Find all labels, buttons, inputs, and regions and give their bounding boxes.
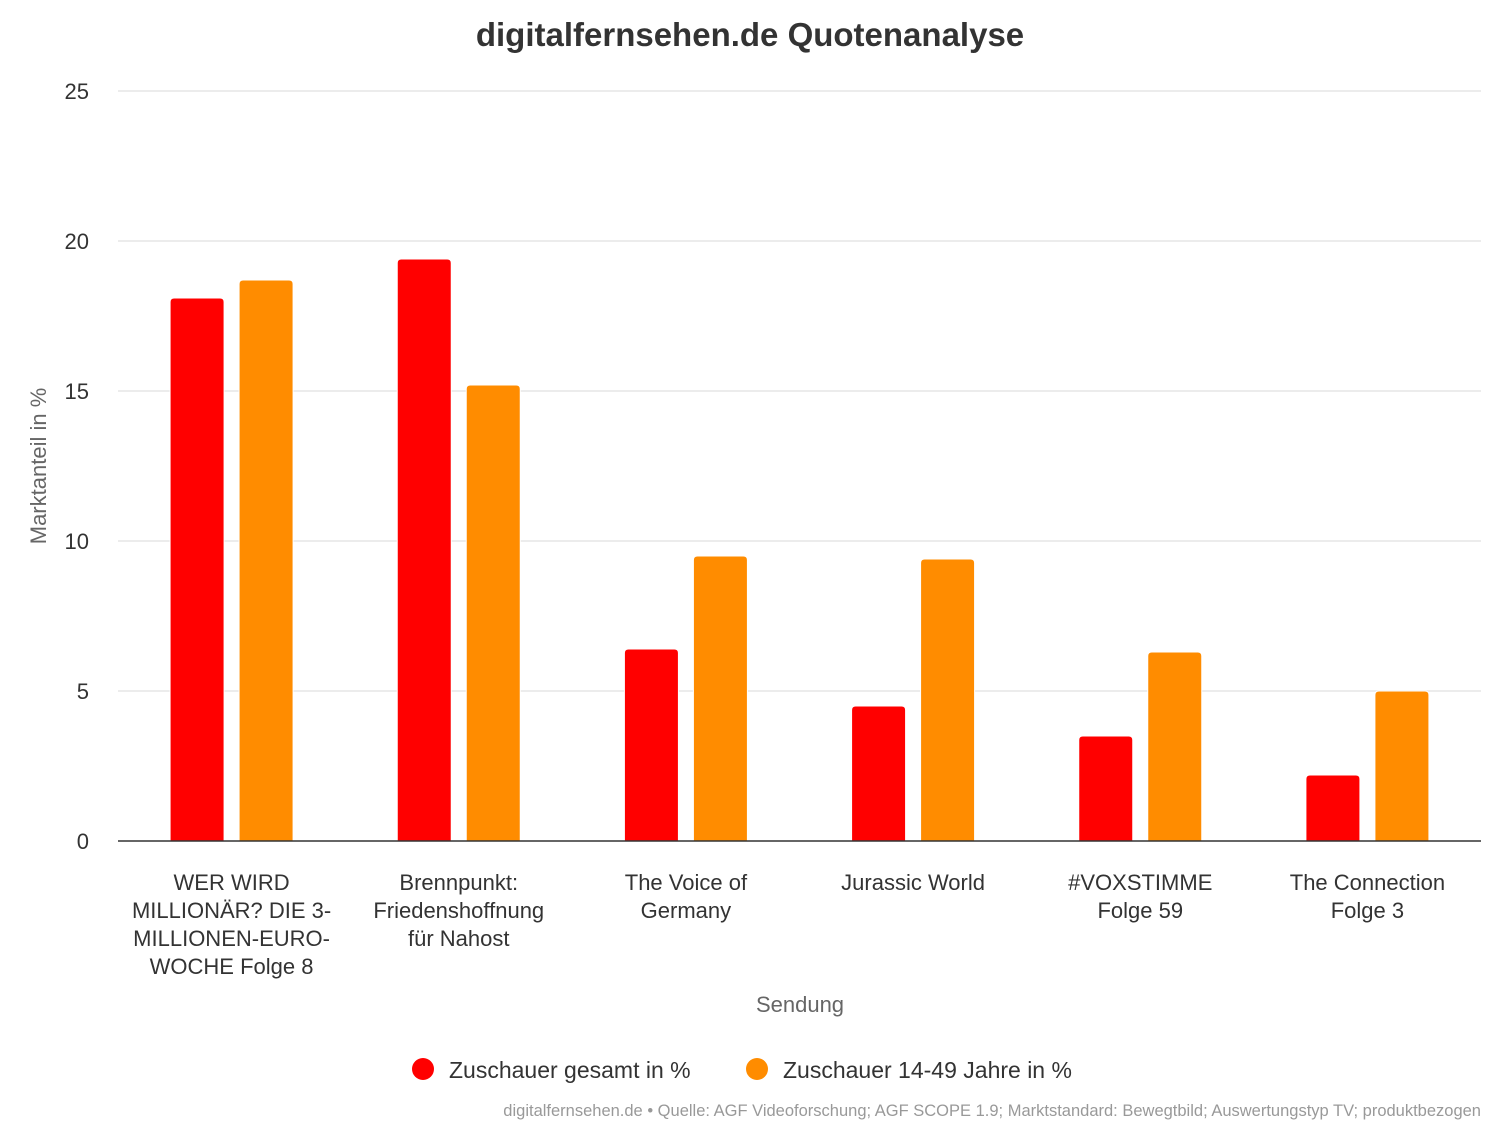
x-category-line: MILLIONÄR? DIE 3- [132, 898, 331, 923]
x-category-line: WER WIRD [174, 870, 290, 895]
y-tick-label: 20 [65, 229, 89, 254]
x-category-line: WOCHE Folge 8 [150, 954, 314, 979]
x-category-line: Folge 3 [1331, 898, 1404, 923]
legend-marker-icon [746, 1058, 768, 1080]
bar-gesamt-5[interactable] [1305, 774, 1361, 842]
x-category-line: The Voice of [625, 870, 748, 895]
x-category-line: Jurassic World [841, 870, 985, 895]
x-category-label: The Voice of Germany [625, 870, 748, 923]
bar-14-49-5[interactable] [1374, 690, 1430, 842]
y-tick-label: 25 [65, 79, 89, 104]
x-category-line: The Connection [1290, 870, 1445, 895]
y-axis-ticks: 0 5 10 15 20 25 [65, 79, 89, 854]
x-category-line: Brennpunkt: [399, 870, 518, 895]
bar-gesamt-4[interactable] [1078, 735, 1134, 842]
x-category-label: Jurassic World [841, 870, 985, 895]
legend[interactable]: Zuschauer gesamt in % Zuschauer 14-49 Jah… [412, 1057, 1072, 1083]
bars [169, 258, 1430, 842]
bar-gesamt-1[interactable] [396, 258, 452, 842]
x-axis-title: Sendung [756, 992, 844, 1017]
bar-14-49-1[interactable] [465, 384, 521, 842]
gridlines [118, 90, 1481, 692]
bar-14-49-2[interactable] [692, 555, 748, 842]
legend-item-0[interactable]: Zuschauer gesamt in % [412, 1057, 691, 1083]
x-category-line: Friedenshoffnung [373, 898, 544, 923]
y-tick-label: 0 [77, 829, 89, 854]
bar-gesamt-2[interactable] [623, 648, 679, 842]
bar-gesamt-0[interactable] [169, 297, 225, 842]
x-category-line: Folge 59 [1097, 898, 1183, 923]
legend-label: Zuschauer gesamt in % [449, 1057, 691, 1083]
y-tick-label: 5 [77, 679, 89, 704]
bar-14-49-0[interactable] [238, 279, 294, 842]
legend-marker-icon [412, 1058, 434, 1080]
x-axis-categories: WER WIRD MILLIONÄR? DIE 3- MILLIONEN-EURO-… [132, 870, 1445, 979]
x-category-label: #VOXSTIMME Folge 59 [1068, 870, 1212, 923]
bar-gesamt-3[interactable] [851, 705, 907, 842]
x-category-label: The Connection Folge 3 [1290, 870, 1445, 923]
legend-label: Zuschauer 14-49 Jahre in % [783, 1057, 1072, 1083]
y-axis-title: Marktanteil in % [26, 388, 51, 545]
y-tick-label: 15 [65, 379, 89, 404]
bar-14-49-4[interactable] [1147, 651, 1203, 842]
x-category-line: MILLIONEN-EURO- [133, 926, 330, 951]
x-category-label: Brennpunkt: Friedenshoffnung für Nahost [373, 870, 544, 951]
x-category-line: für Nahost [408, 926, 510, 951]
bar-14-49-3[interactable] [920, 558, 976, 842]
chart-title: digitalfernsehen.de Quotenanalyse [476, 16, 1024, 53]
legend-item-1[interactable]: Zuschauer 14-49 Jahre in % [746, 1057, 1072, 1083]
y-tick-label: 10 [65, 529, 89, 554]
x-category-label: WER WIRD MILLIONÄR? DIE 3- MILLIONEN-EURO-… [132, 870, 331, 979]
x-category-line: Germany [641, 898, 731, 923]
credits[interactable]: digitalfernsehen.de • Quelle: AGF Videof… [503, 1102, 1481, 1120]
x-category-line: #VOXSTIMME [1068, 870, 1212, 895]
